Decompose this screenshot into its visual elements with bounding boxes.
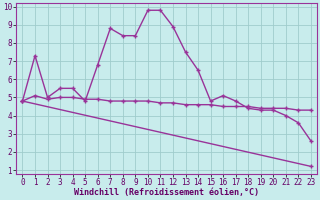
X-axis label: Windchill (Refroidissement éolien,°C): Windchill (Refroidissement éolien,°C) xyxy=(74,188,259,197)
